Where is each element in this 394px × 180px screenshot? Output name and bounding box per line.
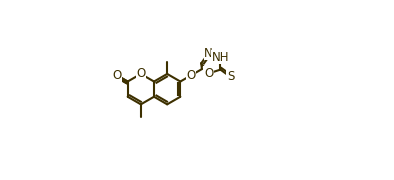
- Text: O: O: [112, 69, 121, 82]
- Text: O: O: [186, 69, 196, 82]
- Text: NH: NH: [212, 51, 229, 64]
- Text: N: N: [204, 47, 213, 60]
- Text: S: S: [227, 70, 234, 84]
- Text: O: O: [204, 67, 213, 80]
- Text: O: O: [136, 68, 145, 80]
